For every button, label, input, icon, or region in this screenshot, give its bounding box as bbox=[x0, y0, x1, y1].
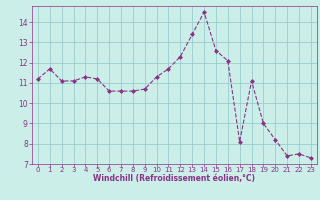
X-axis label: Windchill (Refroidissement éolien,°C): Windchill (Refroidissement éolien,°C) bbox=[93, 174, 255, 183]
